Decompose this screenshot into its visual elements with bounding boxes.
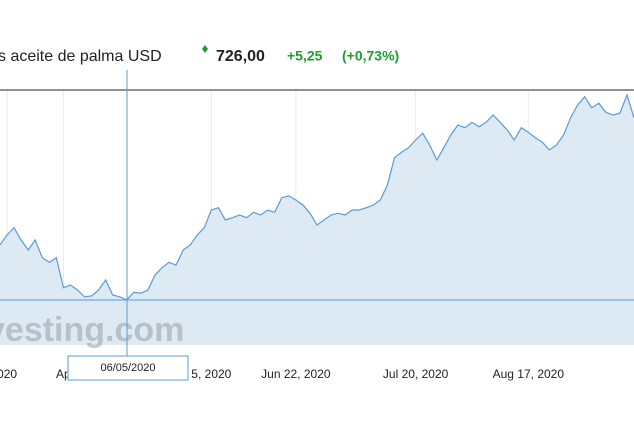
crosshair-box bbox=[67, 355, 189, 381]
area-fill bbox=[0, 95, 634, 345]
up-icon bbox=[202, 45, 208, 53]
plot bbox=[0, 90, 634, 345]
x-tick-label: Jun 22, 2020 bbox=[261, 367, 331, 381]
crosshair-label: 06/05/2020 bbox=[100, 362, 155, 374]
change: +5,25 bbox=[287, 48, 323, 64]
instrument-name: s aceite de palma USD bbox=[0, 48, 162, 65]
x-axis: 020 Ap 5, 2020 Jun 22, 2020 Jul 20, 2020 Aug … bbox=[0, 367, 564, 381]
x-tick-label: 020 bbox=[0, 367, 17, 381]
price-line bbox=[0, 93, 634, 301]
watermark: vesting.com bbox=[0, 311, 184, 349]
x-tick-label: Ap bbox=[56, 367, 71, 381]
change-pct: (+0,73%) bbox=[342, 48, 399, 64]
x-tick-label: 5, 2020 bbox=[191, 367, 231, 381]
x-tick-label: Jul 20, 2020 bbox=[383, 367, 449, 381]
x-tick-label: Aug 17, 2020 bbox=[493, 367, 565, 381]
price: 726,00 bbox=[216, 48, 265, 65]
